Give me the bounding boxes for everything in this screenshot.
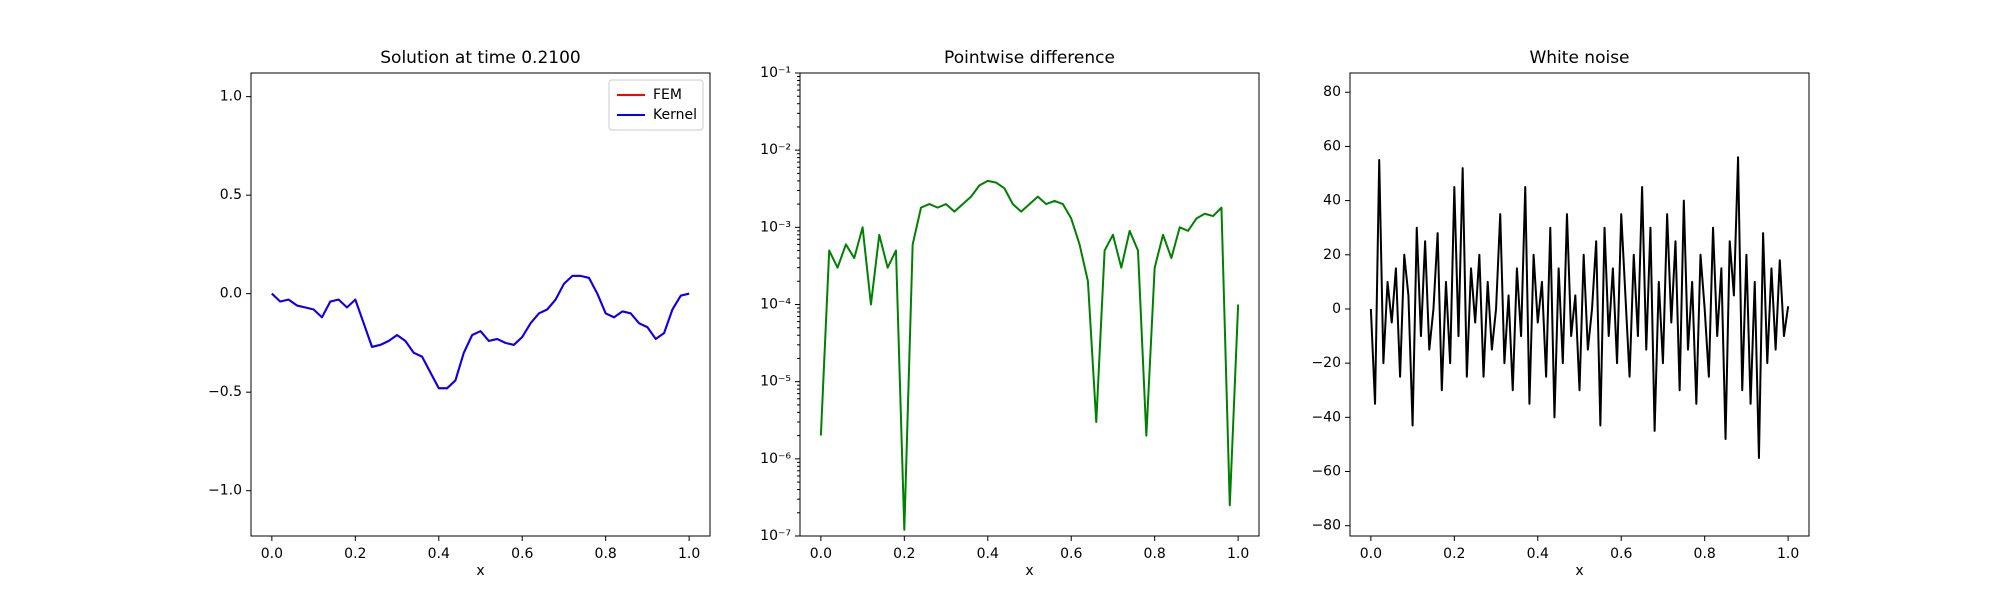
y-tick-label: 10⁻⁷ — [760, 528, 791, 544]
y-tick-label: −20 — [1311, 355, 1341, 371]
x-tick-label: 0.0 — [261, 546, 283, 562]
chart-title: White noise — [1529, 48, 1629, 68]
y-tick-label: 20 — [1323, 247, 1341, 263]
x-tick-label: 0.6 — [511, 546, 533, 562]
x-tick-label: 1.0 — [1777, 546, 1799, 562]
y-tick-label: 0 — [1332, 301, 1341, 317]
axes-frame — [1349, 72, 1810, 537]
x-tick-label: 1.0 — [1227, 546, 1249, 562]
x-tick-label: 0.4 — [428, 546, 450, 562]
x-tick-label: 0.2 — [344, 546, 366, 562]
axes-frame — [250, 72, 711, 537]
y-tick-label: 80 — [1323, 84, 1341, 100]
x-tick-label: 0.2 — [1443, 546, 1465, 562]
legend-box — [608, 79, 704, 131]
y-tick-label: 40 — [1323, 193, 1341, 209]
x-tick-label: 0.8 — [1144, 546, 1166, 562]
legend-label: FEM — [653, 87, 682, 103]
x-tick-label: 0.6 — [1060, 546, 1082, 562]
y-tick-label: 10⁻⁵ — [760, 374, 791, 390]
y-tick-label: 60 — [1323, 138, 1341, 154]
data-line — [819, 179, 1240, 531]
x-tick-label: 0.4 — [1527, 546, 1549, 562]
x-tick-label: 0.8 — [1694, 546, 1716, 562]
y-tick-label: −40 — [1311, 409, 1341, 425]
legend-label: Kernel — [653, 107, 697, 123]
x-axis-label: x — [476, 563, 484, 579]
y-tick-label: −1.0 — [208, 483, 242, 499]
chart-title: Solution at time 0.2100 — [380, 48, 580, 68]
x-tick-label: 1.0 — [678, 546, 700, 562]
x-axis-label: x — [1025, 563, 1033, 579]
x-tick-label: 0.0 — [1360, 546, 1382, 562]
data-line — [1369, 156, 1790, 459]
y-tick-label: 10⁻² — [760, 142, 791, 158]
x-tick-label: 0.2 — [893, 546, 915, 562]
y-tick-label: 10⁻⁴ — [760, 297, 791, 313]
data-line — [271, 274, 690, 390]
y-tick-label: 1.0 — [220, 89, 242, 105]
y-tick-label: −80 — [1311, 518, 1341, 534]
x-tick-label: 0.0 — [810, 546, 832, 562]
chart-title: Pointwise difference — [944, 48, 1115, 68]
y-tick-label: −0.5 — [208, 384, 242, 400]
y-tick-label: 0.0 — [220, 286, 242, 302]
x-axis-label: x — [1575, 563, 1583, 579]
y-tick-label: 10⁻⁶ — [760, 451, 791, 467]
x-tick-label: 0.6 — [1610, 546, 1632, 562]
y-tick-label: −60 — [1311, 464, 1341, 480]
y-tick-label: 0.5 — [220, 187, 242, 203]
y-tick-label: 10⁻¹ — [760, 65, 791, 81]
axes-frame — [799, 72, 1260, 537]
y-tick-label: 10⁻³ — [760, 219, 791, 235]
x-tick-label: 0.4 — [977, 546, 999, 562]
x-tick-label: 0.8 — [595, 546, 617, 562]
